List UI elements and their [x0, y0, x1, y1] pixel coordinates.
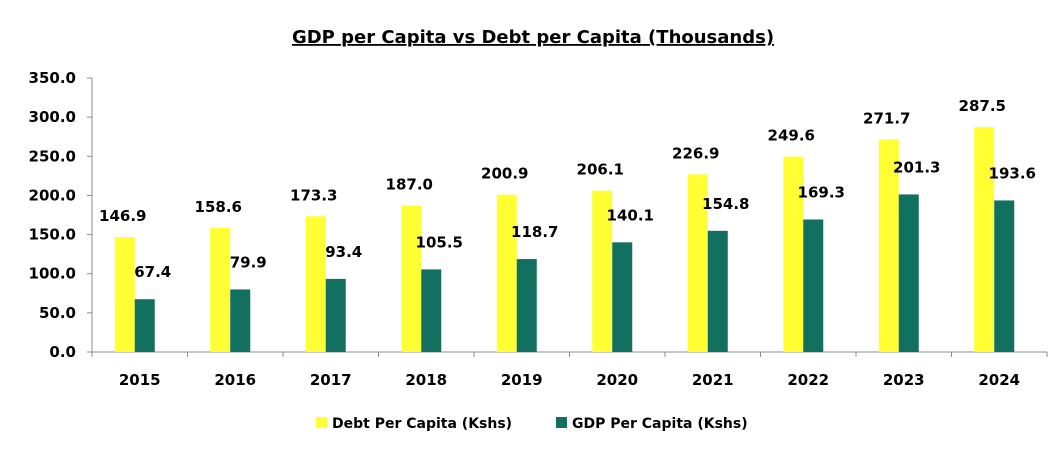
debt-data-label: 287.5: [959, 97, 1006, 115]
debt-bar: [878, 139, 899, 352]
debt-data-label: 200.9: [481, 165, 528, 183]
debt-bar: [974, 126, 995, 352]
debt-data-label: 226.9: [672, 144, 719, 162]
gdp-data-label: 93.4: [325, 243, 362, 261]
y-tick-label: 350.0: [29, 69, 76, 87]
debt-bar: [305, 216, 326, 352]
gdp-data-label: 118.7: [511, 223, 558, 241]
gdp-bar: [421, 269, 442, 352]
legend-item-gdp: GDP Per Capita (Kshs): [556, 416, 748, 432]
debt-data-label: 173.3: [290, 186, 337, 204]
debt-bar: [496, 194, 517, 352]
y-tick-label: 100.0: [29, 265, 76, 283]
x-tick-label: 2023: [883, 371, 925, 389]
bar-group: 146.9 67.4: [99, 207, 171, 352]
debt-bar: [592, 190, 613, 352]
gdp-data-label: 140.1: [607, 206, 654, 224]
gdp-bar: [803, 219, 824, 352]
gdp-bar: [134, 299, 155, 352]
x-tick-label: 2022: [787, 371, 829, 389]
gdp-bar: [612, 242, 633, 352]
x-tick-label: 2019: [501, 371, 543, 389]
y-tick-label: 50.0: [39, 304, 76, 322]
bar-group: 249.6 169.3: [768, 127, 845, 352]
y-tick-label: 200.0: [29, 186, 76, 204]
y-tick-label: 150.0: [29, 226, 76, 244]
x-tick-label: 2015: [119, 371, 161, 389]
legend: Debt Per Capita (Kshs) GDP Per Capita (Ks…: [316, 416, 748, 432]
legend-swatch: [556, 417, 567, 428]
bar-group: 226.9 154.8: [672, 144, 749, 352]
bar-group: 173.3 93.4: [290, 186, 362, 352]
x-tick-label: 2020: [596, 371, 638, 389]
debt-data-label: 187.0: [386, 176, 433, 194]
gdp-bar: [707, 230, 728, 352]
x-tick-label: 2017: [310, 371, 352, 389]
debt-bar: [687, 174, 708, 352]
gdp-data-label: 105.5: [416, 233, 463, 251]
gdp-bar: [230, 289, 251, 352]
bar-group: 200.9 118.7: [481, 165, 558, 352]
y-tick-label: 300.0: [29, 108, 76, 126]
gdp-data-label: 79.9: [230, 253, 267, 271]
gdp-bar: [898, 194, 919, 352]
debt-bar: [210, 227, 231, 352]
debt-data-label: 146.9: [99, 207, 146, 225]
debt-data-label: 158.6: [195, 198, 242, 216]
debt-data-label: 271.7: [863, 109, 910, 127]
gdp-bar: [325, 278, 346, 352]
debt-data-label: 249.6: [768, 127, 815, 145]
gdp-bar: [994, 200, 1015, 352]
x-tick-label: 2021: [692, 371, 734, 389]
legend-item-debt: Debt Per Capita (Kshs): [316, 416, 512, 432]
bar-group: 271.7 201.3: [863, 109, 940, 352]
gdp-data-label: 67.4: [134, 263, 171, 281]
bar-group: 287.5 193.6: [959, 97, 1036, 352]
x-tick-label: 2016: [214, 371, 256, 389]
x-tick-label: 2018: [405, 371, 447, 389]
bar-group: 206.1 140.1: [577, 161, 654, 352]
chart-title: GDP per Capita vs Debt per Capita (Thous…: [292, 27, 774, 48]
legend-label: Debt Per Capita (Kshs): [332, 416, 512, 432]
debt-bar: [783, 156, 804, 352]
legend-swatch: [316, 417, 327, 428]
x-tick-label: 2024: [978, 371, 1020, 389]
debt-bar: [401, 205, 422, 352]
bar-group: 187.0 105.5: [386, 176, 463, 352]
legend-label: GDP Per Capita (Kshs): [572, 416, 748, 432]
bar-group: 158.6 79.9: [195, 198, 267, 352]
gdp-data-label: 154.8: [702, 195, 749, 213]
gdp-data-label: 193.6: [989, 164, 1036, 182]
gdp-bar: [516, 259, 537, 352]
gdp-data-label: 201.3: [893, 158, 940, 176]
plot-area: 0.0 50.0 100.0 150.0 200.0 250.0 300.0 350.0 146…: [29, 69, 1048, 389]
y-tick-label: 250.0: [29, 147, 76, 165]
gdp-data-label: 169.3: [798, 183, 845, 201]
debt-data-label: 206.1: [577, 161, 624, 179]
y-tick-label: 0.0: [49, 343, 76, 361]
debt-bar: [114, 236, 135, 352]
